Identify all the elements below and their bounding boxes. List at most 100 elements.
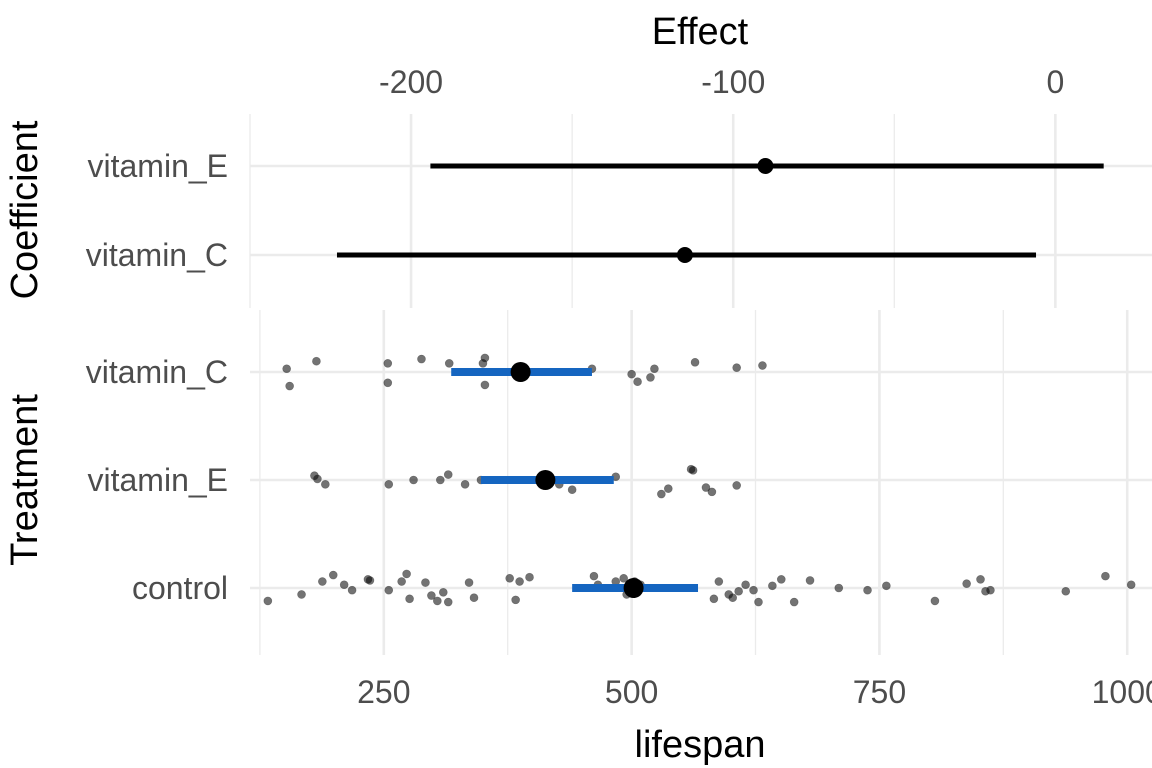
lifespan-point [427,591,436,600]
lifespan-point [758,361,767,370]
bottom-x-tick-label: 250 [357,674,410,710]
lifespan-point [515,577,524,586]
coefficient-label: vitamin_C [86,237,228,273]
lifespan-point [567,485,577,495]
lifespan-point [405,594,414,604]
lifespan-point [402,569,411,579]
lifespan-point [714,577,724,586]
lifespan-point [749,585,758,595]
top-x-tick-label: -100 [701,64,765,100]
lifespan-point [383,359,393,368]
lifespan-point [328,570,338,580]
lifespan-point [347,585,357,595]
lifespan-point [409,475,418,485]
lifespan-point [384,585,394,595]
lifespan-point [657,489,666,499]
treatment-label: vitamin_E [88,462,229,498]
lifespan-point [297,590,306,599]
top-x-axis-title: Effect [652,11,749,53]
lifespan-point [505,573,514,583]
treatment-panel [250,310,1152,655]
coefficient-label: vitamin_E [88,148,229,184]
lifespan-point [986,585,995,595]
lifespan-point [1126,580,1136,590]
lifespan-point [805,576,815,585]
lifespan-point [438,588,448,597]
lifespan-point [469,593,479,603]
lifespan-point [1101,571,1110,581]
lifespan-point [663,484,673,493]
lifespan-point [709,594,719,604]
lifespan-point [707,487,717,497]
lifespan-point [443,597,453,607]
bottom-x-tick-label: 500 [605,674,658,710]
lifespan-point [690,357,700,367]
treatment-mean-point [510,362,531,382]
lifespan-point [589,571,599,581]
lifespan-point [768,581,777,591]
lifespan-point [339,580,349,590]
lifespan-point [976,575,985,584]
lifespan-point [754,597,763,607]
lifespan-point [313,474,322,484]
lifespan-point [1061,586,1071,596]
top-y-axis-title: Coefficient [4,120,46,299]
lifespan-point [460,480,470,489]
lifespan-point [511,595,520,605]
lifespan-point [688,465,698,475]
lifespan-point [433,596,442,606]
coefficient-panel [249,114,1152,308]
lifespan-point [701,483,711,492]
lifespan-point [282,364,291,374]
lifespan-point [962,579,971,588]
lifespan-point [741,580,750,590]
treatment-intervals [451,362,699,598]
coefficient-intervals [336,158,1104,263]
lifespan-point [321,480,330,489]
treatment-mean-point [623,578,644,598]
lifespan-point [285,381,294,391]
coefficient-estimate-point [676,247,693,263]
lifespan-point [627,369,636,379]
lifespan-point [417,354,426,364]
lifespan-point [480,353,490,363]
lifespan-point [646,373,655,382]
coefficient-estimate-point [757,158,774,174]
lifespan-point [732,363,741,372]
top-x-tick-label: -200 [379,64,443,100]
lifespan-point [443,470,453,479]
lifespan-point [444,359,454,368]
bottom-y-axis-title: Treatment [4,394,46,566]
lifespan-point [882,581,891,591]
lifespan-point [397,577,406,586]
lifespan-point [619,573,628,583]
treatment-label: control [132,570,228,606]
tick-labels: -200 -100 0 vitamin_E vitamin_C 250 500 750 1000… [86,64,1152,710]
lifespan-point [732,481,741,490]
treatment-label: vitamin_C [86,354,228,390]
lifespan-point [480,380,490,390]
lifespan-point [863,585,872,595]
lifespan-point [633,377,642,387]
coefficient-gridlines [249,114,1152,308]
lifespan-point [789,597,799,607]
lifespan-point [384,480,394,489]
lifespan-point [383,378,393,388]
top-x-tick-label: 0 [1046,64,1064,100]
lifespan-point [525,572,534,582]
lifespan-point [776,575,786,584]
lifespan-point [728,593,738,603]
lifespan-point [365,576,375,585]
lifespan-point [930,596,940,606]
axis-labels: Effect Coefficient Treatment lifespan [4,11,765,766]
lifespan-point [436,475,445,485]
lifespan-point [734,586,743,596]
lifespan-point [650,364,659,374]
lifespan-point [834,583,844,593]
lifespan-point [263,596,273,606]
bottom-x-axis-title: lifespan [635,724,766,766]
treatment-mean-point [535,470,556,490]
treatment-gridlines [250,310,1152,655]
